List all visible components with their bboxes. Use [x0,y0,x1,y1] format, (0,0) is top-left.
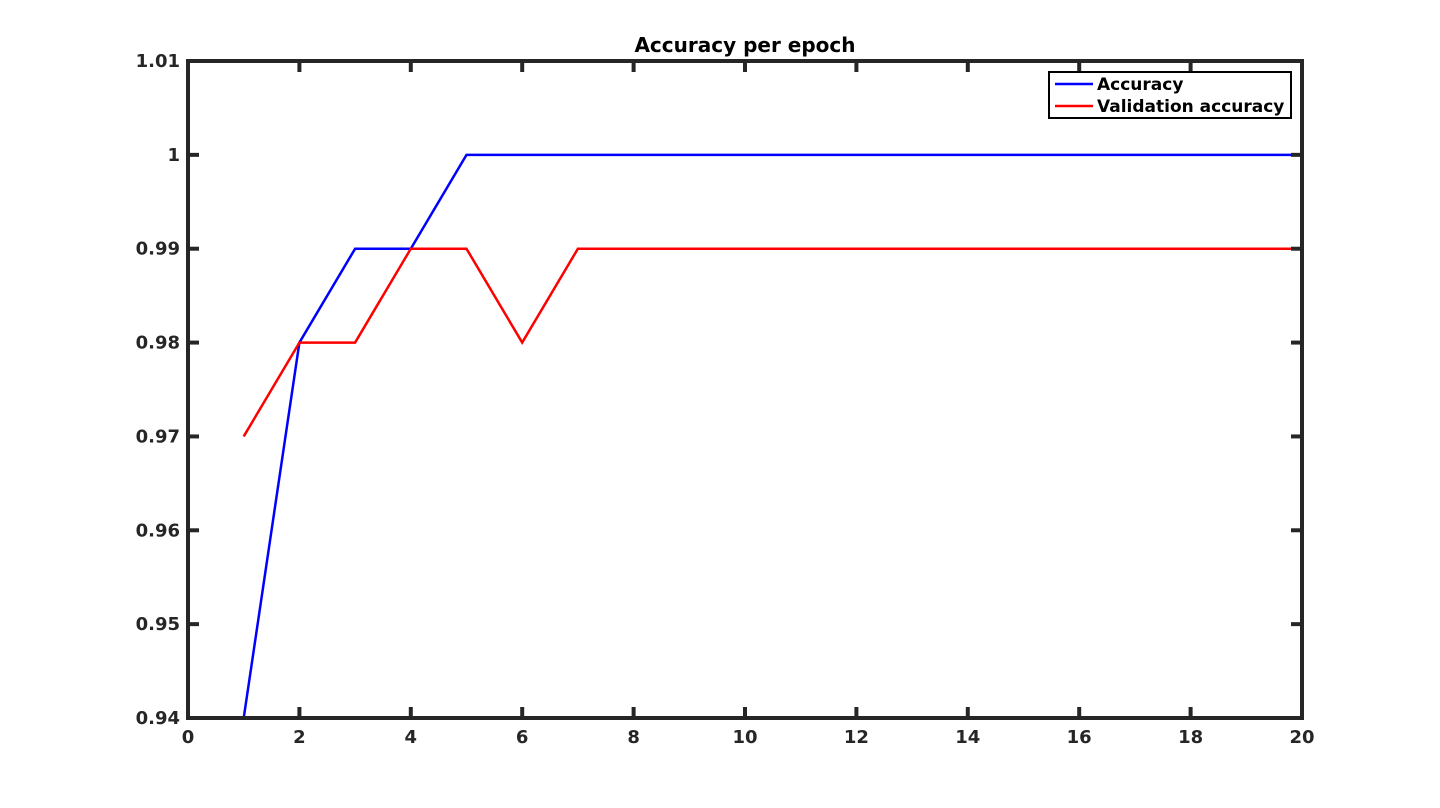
x-tick-label: 12 [844,727,869,748]
plot-lines [242,153,1302,719]
y-tick-label: 0.98 [136,333,180,354]
series-line-accuracy [242,153,1302,719]
y-tick-label: 0.94 [136,708,180,729]
y-tick-label: 0.99 [136,239,180,260]
x-tick-label: 2 [293,727,306,748]
y-tick-label: 0.95 [136,614,180,635]
x-tick-label: 0 [182,727,195,748]
x-tick-label: 10 [732,727,757,748]
x-tick-label: 6 [516,727,529,748]
legend-box [1048,71,1292,119]
x-tick-label: 20 [1289,727,1314,748]
x-tick-label: 14 [955,727,980,748]
y-tick-label: 1.01 [136,51,180,72]
y-tick-label: 0.97 [136,426,180,447]
y-tick-label: 0.96 [136,520,180,541]
chart-title: Accuracy per epoch [634,33,855,57]
series-line-validation-accuracy [242,247,1302,438]
axis-ticks: 0 2 4 6 8 10 12 14 16 18 20 0.94 0.95 0.96 0.97 0.98 0.9… [136,51,1315,748]
axes-box [186,59,1304,720]
legend-label-validation-accuracy: Validation accuracy [1097,97,1284,117]
x-tick-label: 8 [627,727,640,748]
x-tick-label: 16 [1067,727,1092,748]
x-tick-label: 4 [405,727,418,748]
legend: Accuracy Validation accuracy [1048,71,1292,119]
x-tick-label: 18 [1178,727,1203,748]
legend-label-accuracy: Accuracy [1097,75,1183,95]
y-tick-label: 1 [167,145,180,166]
